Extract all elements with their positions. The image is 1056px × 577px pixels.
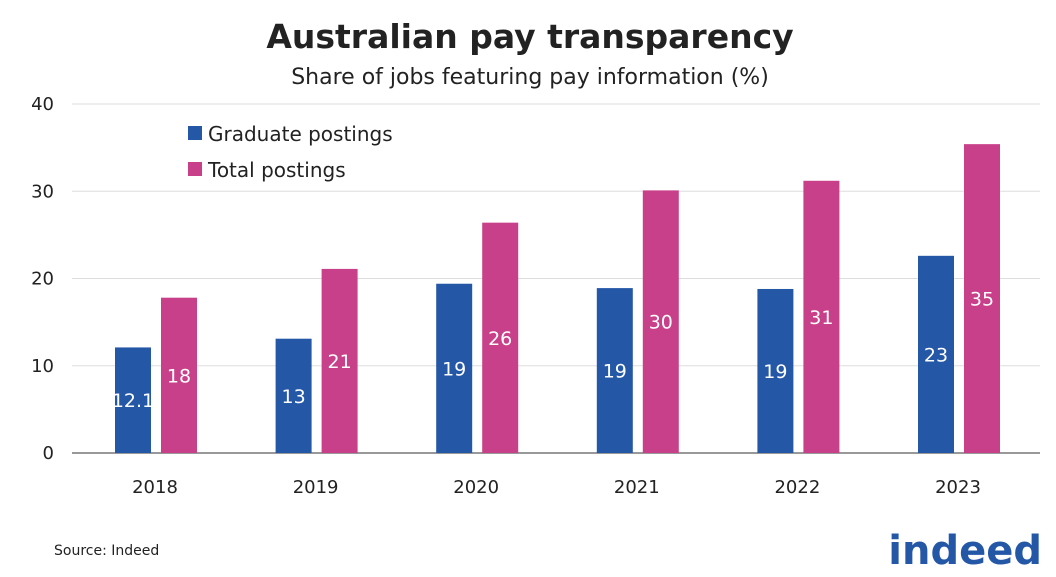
- x-tick-label: 2023: [935, 477, 981, 498]
- data-label: 19: [442, 358, 466, 380]
- legend-label-graduate: Graduate postings: [208, 122, 393, 146]
- y-tick-label: 30: [31, 181, 54, 202]
- x-tick-label: 2019: [293, 477, 339, 498]
- data-label: 12.1: [112, 390, 154, 412]
- chart-subtitle: Share of jobs featuring pay information …: [291, 65, 769, 90]
- y-tick-label: 10: [31, 356, 54, 377]
- data-label: 26: [488, 328, 512, 350]
- data-label: 13: [282, 386, 306, 408]
- data-label: 35: [970, 289, 994, 311]
- x-tick-label: 2021: [614, 477, 660, 498]
- data-label: 21: [328, 351, 352, 373]
- bar-total-2020: [482, 222, 519, 453]
- data-label: 30: [649, 312, 673, 334]
- bar-graduate-2023: [918, 255, 954, 453]
- y-tick-label: 40: [31, 94, 54, 115]
- legend-label-total: Total postings: [207, 158, 346, 182]
- indeed-logo: indeed: [888, 528, 1042, 574]
- bar-graduate-2021: [596, 288, 633, 453]
- legend: Graduate postings Total postings: [188, 122, 393, 182]
- x-tick-label: 2020: [453, 477, 499, 498]
- data-label: 31: [809, 307, 833, 329]
- source-note: Source: Indeed: [54, 543, 159, 559]
- bar-total-2019: [321, 268, 358, 453]
- data-label: 19: [763, 361, 787, 383]
- y-tick-label: 0: [43, 443, 54, 464]
- data-label: 18: [167, 365, 191, 387]
- y-tick-label: 20: [31, 269, 54, 290]
- bar-total-2022: [803, 180, 840, 453]
- bar-graduate-2019: [275, 338, 312, 453]
- chart-title: Australian pay transparency: [266, 17, 793, 56]
- bar-total-2018: [161, 297, 197, 453]
- bar-graduate-2020: [436, 283, 473, 453]
- data-label: 23: [924, 344, 948, 366]
- bar-total-2021: [642, 190, 679, 453]
- bar-total-2023: [964, 144, 1000, 453]
- x-tick-label: 2018: [132, 477, 178, 498]
- legend-swatch-graduate: [188, 126, 202, 140]
- data-label: 19: [603, 361, 627, 383]
- x-tick-label: 2022: [774, 477, 820, 498]
- bar-graduate-2022: [757, 288, 794, 453]
- bar-graduate-2018: [115, 347, 151, 453]
- legend-swatch-total: [188, 162, 202, 176]
